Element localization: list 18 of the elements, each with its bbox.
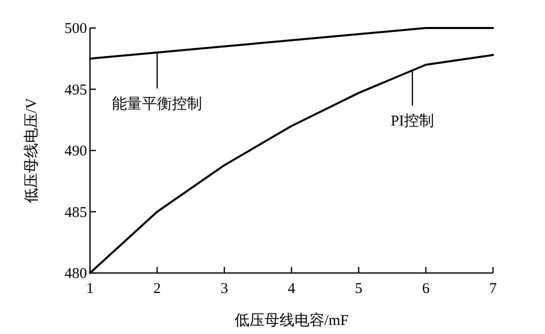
x-tick-label: 3 bbox=[220, 281, 228, 297]
y-tick-label: 500 bbox=[64, 21, 87, 37]
x-tick-label: 6 bbox=[422, 281, 430, 297]
annotation: 能量平衡控制 bbox=[112, 52, 202, 112]
x-axis-title: 低压母线电容/mF bbox=[234, 312, 349, 329]
x-tick-label: 2 bbox=[153, 281, 161, 297]
y-tick-label: 480 bbox=[64, 266, 87, 282]
y-tick-label: 485 bbox=[64, 204, 87, 221]
annotation: 能量平衡控制 bbox=[112, 96, 202, 112]
x-tick-label: 4 bbox=[288, 281, 296, 297]
x-tick-label: 1 bbox=[86, 281, 94, 297]
y-tick-label: 490 bbox=[64, 144, 87, 160]
annotation: PI控制 bbox=[390, 112, 434, 130]
x-tick-label: 7 bbox=[489, 281, 498, 297]
y-axis-title: 低压母线电压/V bbox=[23, 98, 40, 203]
annotation: PI控制 bbox=[390, 70, 434, 130]
x-tick-label: 5 bbox=[354, 281, 362, 297]
y-tick-label: 495 bbox=[64, 82, 87, 98]
